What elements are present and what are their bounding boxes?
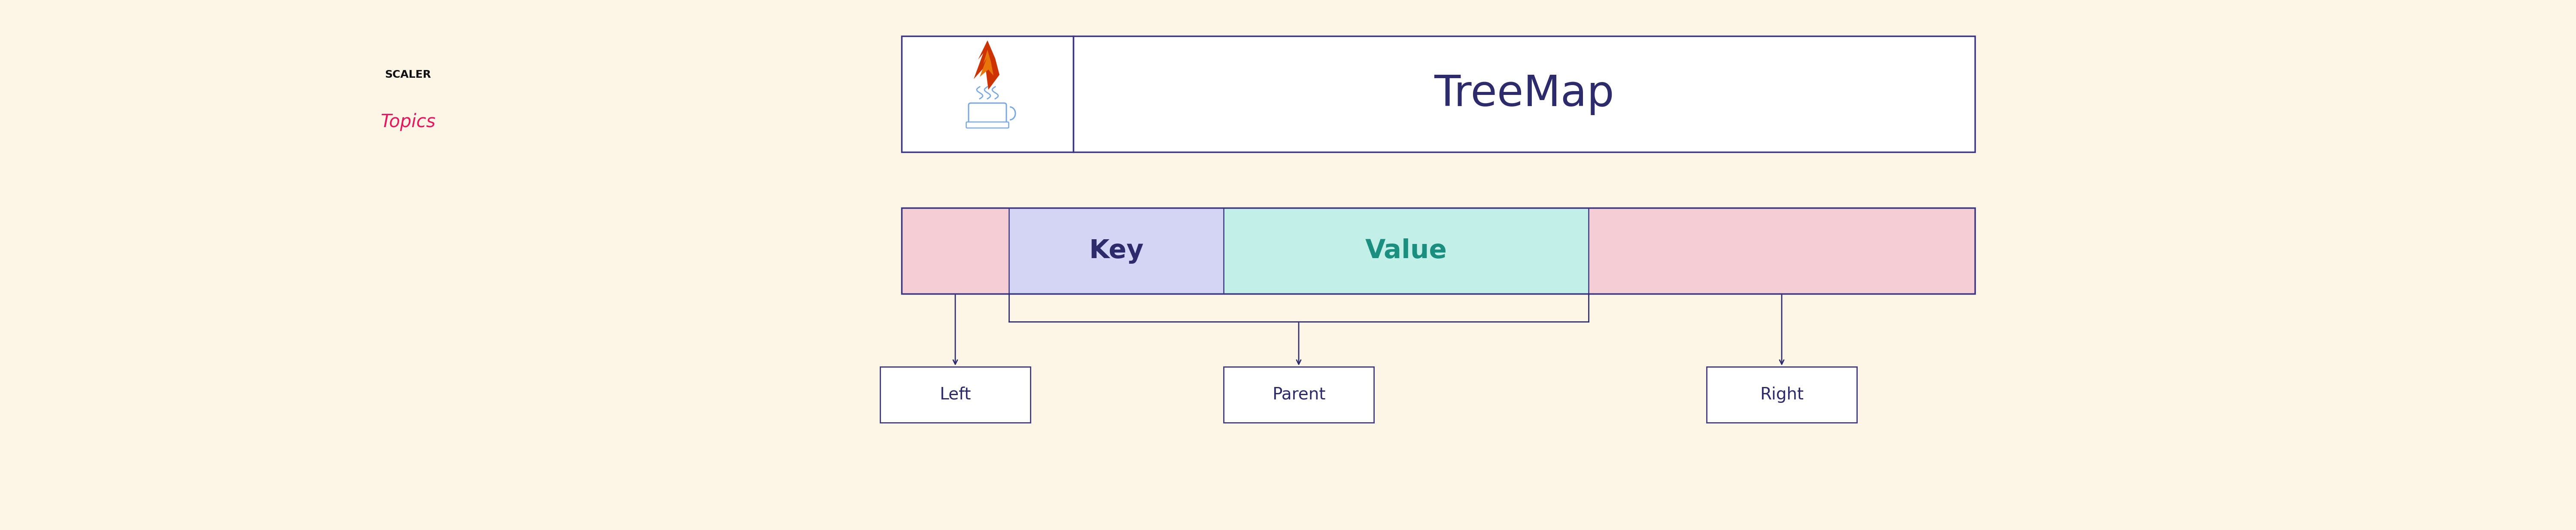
FancyBboxPatch shape [1074, 36, 1976, 152]
FancyBboxPatch shape [1589, 208, 1976, 294]
FancyBboxPatch shape [881, 367, 1030, 422]
Text: Parent: Parent [1273, 386, 1327, 403]
FancyBboxPatch shape [902, 36, 1074, 152]
Text: SCALER: SCALER [384, 69, 430, 80]
FancyBboxPatch shape [1224, 208, 1589, 294]
FancyBboxPatch shape [969, 103, 1007, 123]
Text: Key: Key [1090, 238, 1144, 263]
Text: Right: Right [1759, 386, 1803, 403]
FancyBboxPatch shape [902, 208, 1010, 294]
Text: Left: Left [940, 386, 971, 403]
Polygon shape [979, 50, 994, 77]
Text: Topics: Topics [381, 113, 435, 131]
FancyBboxPatch shape [966, 122, 1010, 128]
FancyBboxPatch shape [1705, 367, 1857, 422]
FancyBboxPatch shape [1010, 208, 1224, 294]
FancyBboxPatch shape [1224, 367, 1373, 422]
Text: Value: Value [1365, 238, 1448, 263]
Polygon shape [974, 40, 999, 90]
Text: TreeMap: TreeMap [1435, 73, 1615, 115]
